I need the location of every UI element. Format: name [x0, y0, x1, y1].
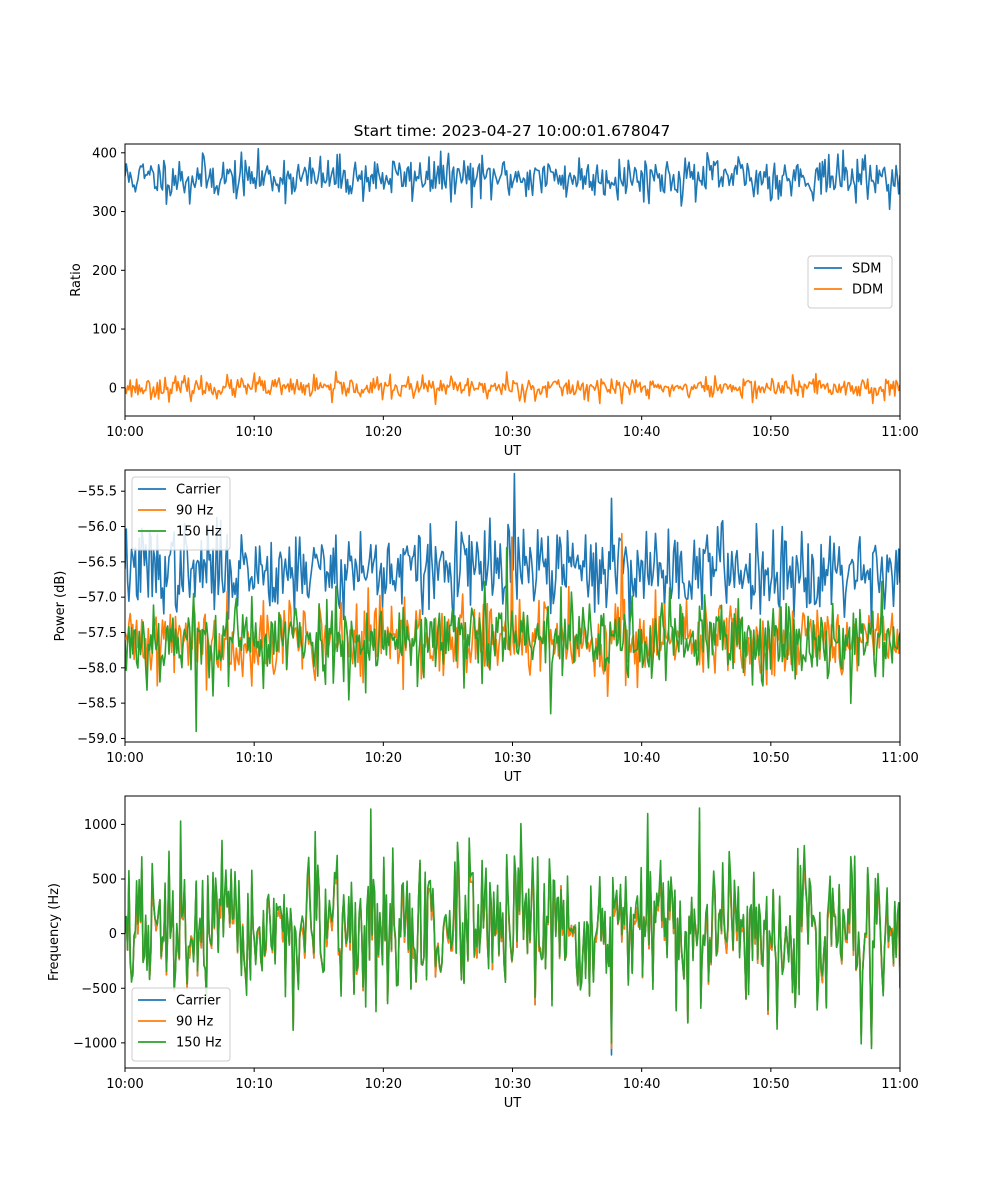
x-tick-label: 10:40: [623, 425, 660, 440]
plot-area: [125, 807, 900, 1056]
x-tick-label: 10:10: [235, 425, 272, 440]
x-tick-label: 10:10: [235, 751, 272, 766]
legend-label: Carrier: [176, 994, 221, 1009]
x-axis-label: UT: [504, 1096, 522, 1111]
x-tick-label: 10:30: [494, 1077, 531, 1092]
y-tick-label: 1000: [84, 818, 117, 833]
x-tick-label: 10:40: [623, 1077, 660, 1092]
x-tick-label: 10:50: [752, 751, 789, 766]
x-tick-label: 10:50: [752, 1077, 789, 1092]
x-tick-label: 10:00: [106, 1077, 143, 1092]
series-line-sdm: [125, 147, 900, 211]
series-line-ddm: [125, 370, 900, 406]
chart-title: Start time: 2023-04-27 10:00:01.678047: [354, 122, 671, 140]
x-tick-label: 10:00: [106, 425, 143, 440]
series-line-150-hz: [125, 807, 900, 1050]
y-tick-label: −57.0: [77, 591, 117, 606]
frequency-panel: 10:00 10:10 10:20 10:30 10:40 10:50 11:00 UT −10…: [47, 795, 919, 1111]
x-tick-label: 10:30: [494, 425, 531, 440]
series-line-150-hz: [125, 546, 900, 733]
legend-label: 90 Hz: [176, 1015, 213, 1030]
y-tick-label: 100: [92, 323, 117, 338]
legend-label: 150 Hz: [176, 1036, 222, 1051]
x-tick-label: 10:20: [365, 1077, 402, 1092]
legend-label: Carrier: [176, 483, 221, 498]
y-tick-label: −56.0: [77, 520, 117, 535]
ratio-panel: 10:00 10:10 10:20 10:30 10:40 10:50 11:00 UT 0 10…: [69, 143, 919, 459]
x-tick-label: 10:00: [106, 751, 143, 766]
legend-label: DDM: [852, 283, 883, 298]
x-tick-label: 10:20: [365, 751, 402, 766]
legend: Carrier 90 Hz 150 Hz: [131, 987, 231, 1062]
legend: Carrier 90 Hz 150 Hz: [131, 476, 231, 551]
legend-box: [807, 255, 893, 309]
y-tick-label: 200: [92, 264, 117, 279]
y-tick-label: −58.0: [77, 661, 117, 676]
y-tick-label: −58.5: [77, 697, 117, 712]
y-tick-label: −59.0: [77, 732, 117, 747]
y-tick-label: −55.5: [77, 485, 117, 500]
y-axis-label: Frequency (Hz): [47, 883, 62, 981]
y-tick-label: 400: [92, 146, 117, 161]
x-tick-label: 10:50: [752, 425, 789, 440]
y-tick-label: 0: [109, 927, 117, 942]
x-tick-label: 10:10: [235, 1077, 272, 1092]
x-tick-label: 10:20: [365, 425, 402, 440]
y-tick-label: −57.5: [77, 626, 117, 641]
x-axis-label: UT: [504, 444, 522, 459]
y-tick-label: −1000: [73, 1036, 117, 1051]
y-tick-label: 0: [109, 381, 117, 396]
x-tick-label: 11:00: [881, 751, 918, 766]
y-tick-label: −500: [81, 982, 117, 997]
x-tick-label: 10:40: [623, 751, 660, 766]
y-axis-label: Power (dB): [53, 571, 68, 642]
x-axis-label: UT: [504, 770, 522, 785]
legend-label: 90 Hz: [176, 504, 213, 519]
legend-label: SDM: [852, 262, 881, 277]
power-panel: 10:00 10:10 10:20 10:30 10:40 10:50 11:00 UT −59…: [53, 469, 919, 785]
y-axis-label: Ratio: [69, 263, 84, 296]
x-tick-label: 10:30: [494, 751, 531, 766]
x-tick-label: 11:00: [881, 1077, 918, 1092]
plot-area: [125, 147, 900, 406]
legend: SDM DDM: [807, 255, 893, 309]
plot-area: [125, 472, 900, 733]
y-tick-label: 500: [92, 873, 117, 888]
y-tick-label: −56.5: [77, 555, 117, 570]
x-tick-label: 11:00: [881, 425, 918, 440]
y-tick-label: 300: [92, 205, 117, 220]
legend-label: 150 Hz: [176, 525, 222, 540]
